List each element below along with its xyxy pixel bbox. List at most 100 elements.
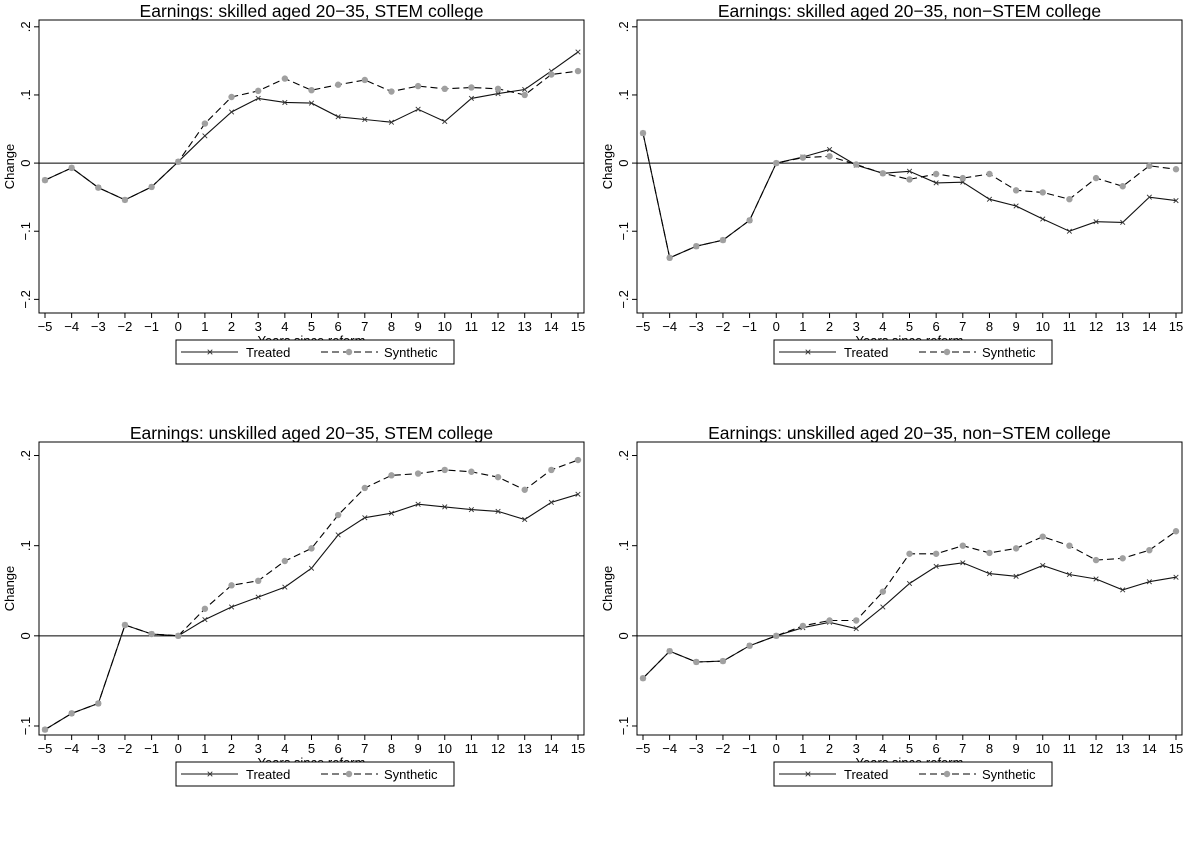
data-point-treated — [255, 594, 261, 600]
legend: Treated Synthetic — [175, 761, 455, 787]
x-tick-label: 14 — [1142, 319, 1156, 334]
data-point-synthetic — [361, 484, 368, 492]
data-point-synthetic — [201, 120, 209, 127]
data-point-synthetic — [932, 170, 940, 178]
y-tick-label: .1 — [616, 90, 631, 101]
data-point-synthetic — [148, 183, 155, 191]
x-tick-label: 5 — [308, 319, 315, 334]
x-tick-label: −4 — [64, 741, 79, 756]
data-point-synthetic — [1172, 528, 1180, 535]
x-tick-label: 4 — [281, 741, 288, 756]
x-tick-label: 8 — [986, 319, 993, 334]
y-tick-label: −.1 — [616, 222, 631, 240]
data-point-synthetic — [574, 456, 582, 464]
x-tick-label: −3 — [91, 741, 106, 756]
chart-title: Earnings: skilled aged 20−35, STEM colle… — [140, 1, 484, 21]
x-tick-label: 9 — [414, 319, 421, 334]
x-tick-label: 14 — [544, 319, 558, 334]
data-point-treated — [986, 571, 993, 577]
data-point-synthetic — [959, 542, 966, 549]
x-tick-label: 1 — [201, 741, 208, 756]
chart-panel-skilled-non-stem: Earnings: skilled aged 20−35, non−STEM c… — [598, 0, 1195, 422]
data-point-synthetic — [175, 632, 182, 640]
legend-label-treated: Treated — [844, 345, 888, 360]
x-tick-label: −2 — [118, 741, 133, 756]
x-tick-label: 13 — [1115, 319, 1129, 334]
data-point-treated — [826, 146, 833, 153]
x-tick-label: 3 — [255, 741, 262, 756]
data-point-synthetic — [388, 472, 395, 479]
data-point-synthetic — [255, 87, 262, 95]
data-point-synthetic — [959, 174, 966, 182]
chart-title: Earnings: unskilled aged 20−35, STEM col… — [130, 423, 493, 443]
data-point-synthetic — [441, 466, 448, 474]
data-point-treated — [202, 133, 208, 139]
x-tick-label: 15 — [571, 741, 585, 756]
data-point-treated — [1120, 587, 1126, 593]
data-point-synthetic — [1039, 533, 1046, 540]
x-tick-label: 4 — [879, 319, 886, 334]
data-point-synthetic — [666, 647, 673, 655]
data-point-synthetic — [1119, 183, 1126, 190]
y-tick-label: .1 — [616, 540, 631, 551]
x-tick-label: 4 — [281, 319, 288, 334]
data-point-synthetic — [719, 236, 727, 244]
data-point-synthetic — [1039, 189, 1046, 196]
data-point-synthetic — [1066, 542, 1073, 549]
data-point-synthetic — [574, 67, 582, 75]
x-tick-label: 14 — [1142, 741, 1156, 756]
y-tick-label: −.1 — [616, 717, 631, 735]
y-tick-label: 0 — [18, 159, 33, 166]
y-tick-label: 0 — [18, 632, 33, 639]
series-line-synthetic — [44, 70, 579, 201]
x-tick-label: 0 — [175, 741, 182, 756]
x-tick-label: −1 — [144, 319, 159, 334]
y-axis-label: Change — [2, 566, 17, 612]
data-point-treated — [1120, 219, 1126, 225]
x-tick-label: 6 — [335, 319, 342, 334]
data-point-synthetic — [1092, 556, 1100, 564]
x-tick-label: 0 — [175, 319, 182, 334]
data-point-synthetic — [228, 93, 235, 101]
data-point-treated — [415, 106, 421, 112]
x-tick-label: 13 — [1115, 741, 1129, 756]
data-point-treated — [522, 86, 528, 93]
data-point-synthetic — [986, 549, 993, 557]
data-point-treated — [880, 604, 886, 610]
x-tick-label: 11 — [465, 319, 479, 334]
x-tick-label: 4 — [879, 741, 886, 756]
x-tick-label: 2 — [228, 319, 235, 334]
legend-label-treated: Treated — [246, 345, 290, 360]
data-point-synthetic — [799, 622, 807, 630]
series-line-treated — [44, 493, 579, 731]
x-tick-label: −2 — [716, 319, 731, 334]
data-point-synthetic — [361, 76, 368, 84]
legend: Treated Synthetic — [175, 339, 455, 365]
data-point-treated — [575, 49, 581, 55]
chart-svg: Earnings: skilled aged 20−35, STEM colle… — [2, 1, 585, 365]
data-point-synthetic — [388, 88, 395, 95]
data-point-treated — [906, 168, 913, 174]
x-tick-label: 6 — [335, 741, 342, 756]
data-point-synthetic — [308, 545, 315, 552]
x-tick-label: −3 — [689, 319, 704, 334]
x-tick-label: 1 — [201, 319, 208, 334]
data-point-treated — [1146, 194, 1152, 200]
data-point-treated — [1093, 576, 1099, 582]
x-tick-label: 12 — [1089, 319, 1103, 334]
data-point-treated — [335, 114, 341, 120]
x-tick-label: 10 — [1036, 741, 1050, 756]
data-point-synthetic — [441, 85, 448, 93]
chart-svg: Earnings: unskilled aged 20−35, STEM col… — [2, 423, 585, 787]
data-point-synthetic — [521, 91, 528, 99]
data-point-synthetic — [879, 588, 887, 595]
legend-label-synthetic: Synthetic — [982, 345, 1036, 360]
x-tick-label: 7 — [361, 319, 368, 334]
data-point-synthetic — [175, 158, 182, 165]
y-tick-label: .2 — [18, 450, 33, 461]
plot-frame — [636, 19, 1183, 314]
data-point-treated — [1040, 562, 1046, 569]
series-line-synthetic — [642, 132, 1177, 259]
data-point-treated — [960, 560, 966, 566]
x-tick-label: 8 — [986, 741, 993, 756]
